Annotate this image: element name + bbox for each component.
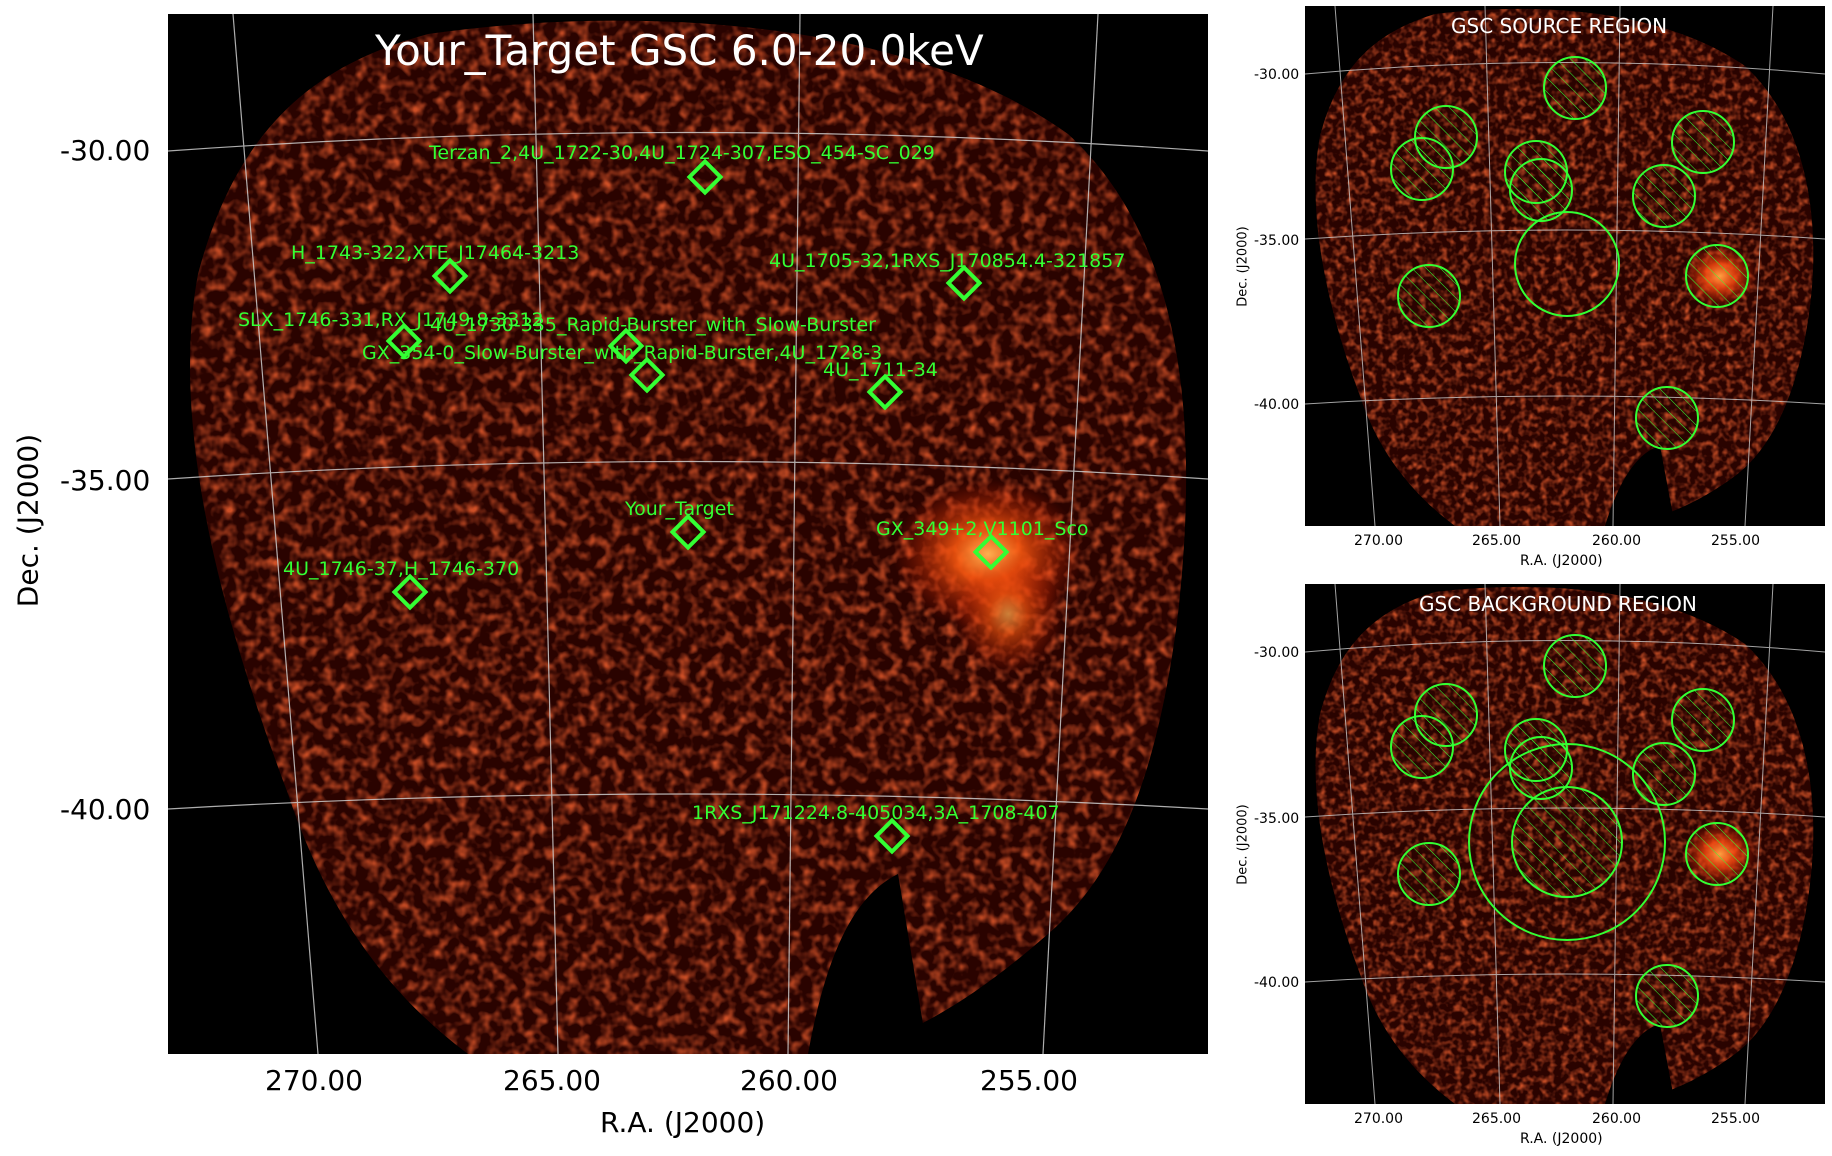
background-ytick-40: -40.00 bbox=[1254, 975, 1300, 991]
source-marker-4u1746 bbox=[391, 573, 429, 611]
excluded-circle bbox=[1543, 634, 1607, 698]
source-marker-terzan2 bbox=[686, 158, 724, 196]
source-label-1rxs1712: 1RXS_J171224.8-405034,3A_1708-407 bbox=[692, 802, 1060, 824]
background-region-title: GSC BACKGROUND REGION bbox=[1419, 592, 1697, 616]
excluded-circle bbox=[1635, 964, 1699, 1028]
source-xtick-265: 265.00 bbox=[1472, 533, 1521, 549]
excluded-circle bbox=[1685, 822, 1749, 886]
background-region-excluded-circles bbox=[1390, 634, 1749, 1028]
main-ytick-40: -40.00 bbox=[60, 793, 151, 826]
main-title: Your_Target GSC 6.0-20.0keV bbox=[375, 26, 984, 75]
background-xtick-255: 255.00 bbox=[1711, 1111, 1760, 1127]
source-marker-your-target bbox=[669, 513, 707, 551]
main-xtick-255: 255.00 bbox=[980, 1064, 1078, 1097]
source-ytick-40: -40.00 bbox=[1254, 397, 1300, 413]
source-label-terzan2: Terzan_2,4U_1722-30,4U_1724-307,ESO_454-… bbox=[429, 142, 935, 164]
background-xlabel: R.A. (J2000) bbox=[1520, 1131, 1603, 1147]
source-marker-gx354 bbox=[628, 356, 666, 394]
excluded-target-circle bbox=[1511, 786, 1623, 898]
main-grid bbox=[168, 14, 1208, 1054]
background-ylabel: Dec. (J2000) bbox=[1235, 804, 1251, 885]
source-region-image: GSC SOURCE REGION bbox=[1305, 6, 1825, 526]
background-xtick-265: 265.00 bbox=[1472, 1111, 1521, 1127]
excluded-circle bbox=[1632, 742, 1696, 806]
background-annulus-circle bbox=[1468, 743, 1666, 941]
source-label-gx349: GX_349+2,V1101_Sco bbox=[876, 518, 1089, 540]
source-region-title: GSC SOURCE REGION bbox=[1451, 14, 1668, 38]
source-ytick-35: -35.00 bbox=[1254, 233, 1300, 249]
main-ytick-35: -35.00 bbox=[60, 464, 151, 497]
excluded-circle bbox=[1632, 164, 1696, 228]
main-sky-svg bbox=[168, 14, 1208, 1054]
source-region-svg bbox=[1305, 6, 1825, 526]
excluded-circle bbox=[1390, 715, 1454, 779]
source-xtick-260: 260.00 bbox=[1592, 533, 1641, 549]
source-marker-4u1711 bbox=[866, 373, 904, 411]
background-xtick-260: 260.00 bbox=[1592, 1111, 1641, 1127]
source-marker-rapid-burster bbox=[607, 327, 645, 365]
excluded-circle bbox=[1509, 158, 1573, 222]
background-ytick-30: -30.00 bbox=[1254, 645, 1300, 661]
source-label-4u1705: 4U_1705-32,1RXS_J170854.4-321857 bbox=[769, 250, 1126, 272]
source-xlabel: R.A. (J2000) bbox=[1520, 553, 1603, 569]
source-ylabel: Dec. (J2000) bbox=[1235, 226, 1251, 307]
source-marker-1rxs1712 bbox=[873, 817, 911, 855]
main-xtick-270: 270.00 bbox=[265, 1064, 363, 1097]
excluded-circle bbox=[1390, 137, 1454, 201]
source-ytick-30: -30.00 bbox=[1254, 67, 1300, 83]
excluded-circle bbox=[1397, 842, 1461, 906]
source-xtick-255: 255.00 bbox=[1711, 533, 1760, 549]
main-xlabel: R.A. (J2000) bbox=[600, 1106, 766, 1139]
excluded-circle bbox=[1671, 688, 1735, 752]
source-marker-gx349 bbox=[972, 533, 1010, 571]
background-xtick-270: 270.00 bbox=[1354, 1111, 1403, 1127]
background-region-image: GSC BACKGROUND REGION bbox=[1305, 584, 1825, 1104]
main-ytick-30: -30.00 bbox=[60, 134, 151, 167]
excluded-circle bbox=[1397, 264, 1461, 328]
source-label-4u1711: 4U_1711-34 bbox=[823, 359, 938, 381]
excluded-circle bbox=[1543, 56, 1607, 120]
source-xtick-270: 270.00 bbox=[1354, 533, 1403, 549]
source-label-rapid-burster: 4U_1730-335_Rapid-Burster_with_Slow-Burs… bbox=[430, 314, 876, 336]
main-xtick-265: 265.00 bbox=[503, 1064, 601, 1097]
excluded-circle bbox=[1685, 244, 1749, 308]
source-region-circle bbox=[1514, 211, 1620, 317]
source-label-h1743: H_1743-322,XTE_J17464-3213 bbox=[291, 242, 580, 264]
background-ytick-35: -35.00 bbox=[1254, 811, 1300, 827]
source-marker-h1743 bbox=[431, 257, 469, 295]
source-label-4u1746: 4U_1746-37,H_1746-370 bbox=[283, 558, 520, 580]
source-label-slx1746: SLX_1746-331,RX_J1749.8-3312 bbox=[238, 309, 544, 331]
source-marker-slx1746 bbox=[385, 322, 423, 360]
source-markers bbox=[385, 158, 1010, 855]
source-region-excluded-circles bbox=[1390, 56, 1749, 450]
source-label-your-target: Your_Target bbox=[625, 498, 734, 520]
background-region-svg bbox=[1305, 584, 1825, 1104]
main-sky-image: Your_Target GSC 6.0-20.0keV Terzan_2,4U_… bbox=[168, 14, 1208, 1054]
main-xtick-260: 260.00 bbox=[740, 1064, 838, 1097]
source-label-gx354: GX_354-0_Slow-Burster_with_Rapid-Burster… bbox=[362, 342, 883, 364]
excluded-circle bbox=[1671, 110, 1735, 174]
main-ylabel: Dec. (J2000) bbox=[11, 433, 45, 608]
excluded-circle bbox=[1635, 386, 1699, 450]
source-marker-4u1705 bbox=[945, 264, 983, 302]
